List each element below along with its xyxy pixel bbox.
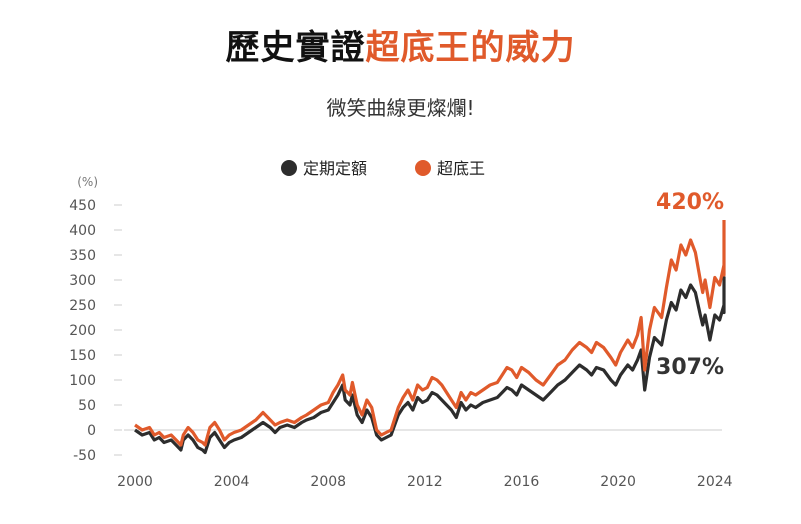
title-main: 歷史實證 [225, 28, 366, 68]
legend-label-dca: 定期定額 [303, 159, 367, 178]
legend-marker-dca [281, 160, 297, 176]
series-line-superlow [134, 220, 726, 447]
x-tick-label: 2008 [310, 474, 346, 490]
end-label-dca: 307% [656, 355, 724, 380]
y-tick-label: 150 [69, 348, 96, 364]
end-label-superlow: 420% [656, 190, 724, 215]
y-tick-label: -50 [73, 448, 96, 464]
page-title: 歷史實證超底王的威力 [0, 20, 801, 69]
legend-marker-superlow [415, 160, 431, 176]
y-tick-label: 400 [69, 223, 96, 239]
chart-legend: 定期定額 超底王 [281, 159, 485, 178]
x-tick-label: 2004 [214, 474, 250, 490]
y-tick-label: 350 [69, 248, 96, 264]
legend-label-superlow: 超底王 [437, 159, 485, 178]
y-tick-label: 300 [69, 273, 96, 289]
x-tick-label: 2016 [504, 474, 540, 490]
x-tick-label: 2000 [117, 474, 153, 490]
page-subtitle: 微笑曲線更燦爛! [326, 96, 475, 120]
y-axis-unit: (%) [77, 175, 98, 189]
y-tick-label: 100 [69, 373, 96, 389]
series-line-dca [134, 276, 726, 455]
x-axis: 2000 2004 2008 2012 2016 2020 2024 [117, 474, 732, 490]
x-tick-label: 2020 [600, 474, 636, 490]
y-tick-label: 50 [78, 398, 96, 414]
y-axis: -50 0 50 100 150 200 250 300 350 400 450 [69, 198, 122, 464]
y-tick-label: 250 [69, 298, 96, 314]
x-tick-label: 2024 [697, 474, 733, 490]
y-tick-label: 0 [87, 423, 96, 439]
title-accent: 超底王的威力 [365, 28, 576, 68]
y-tick-label: 450 [69, 198, 96, 214]
x-tick-label: 2012 [407, 474, 443, 490]
y-tick-label: 200 [69, 323, 96, 339]
